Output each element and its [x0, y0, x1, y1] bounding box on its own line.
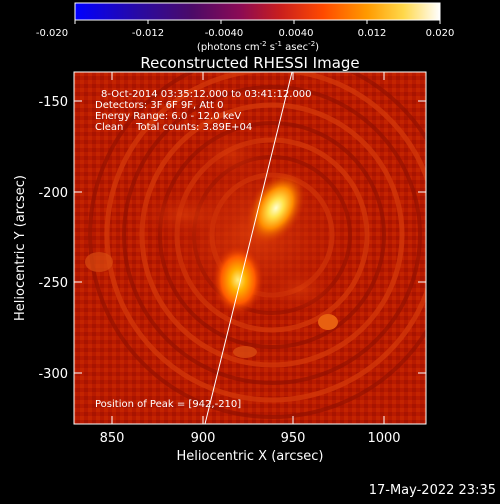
y-tick-label: -250	[38, 276, 68, 291]
y-axis-ticks	[74, 100, 426, 374]
x-tick-label: 1000	[367, 431, 400, 446]
colorbar	[74, 2, 441, 21]
colorbar-tick-label: -0.0040	[205, 28, 244, 39]
colorbar-tick-label: 0.020	[426, 28, 455, 39]
x-tick-label: 950	[281, 431, 306, 446]
colorbar-tick-label: 0.0040	[279, 28, 314, 39]
colorbar-tick-label: -0.020	[36, 28, 68, 39]
rhessi-image	[74, 72, 426, 424]
date-stamp: 17-May-2022 23:35	[369, 483, 496, 498]
y-tick-label: -200	[38, 186, 68, 201]
info-detectors: Detectors: 3F 6F 9F, Att 0	[95, 100, 223, 111]
x-tick-label: 900	[191, 431, 216, 446]
info-time-range: 8-Oct-2014 03:35:12.000 to 03:41:12.000	[101, 89, 312, 100]
info-total-counts: Clean Total counts: 3.89E+04	[95, 122, 252, 133]
plot-title: Reconstructed RHESSI Image	[140, 54, 359, 72]
colorbar-unit-label: (photons cm-2 s-1 asec-2)	[197, 40, 319, 53]
x-axis-ticks	[111, 72, 385, 424]
x-tick-label: 850	[100, 431, 125, 446]
colorbar-ticks	[74, 20, 441, 24]
colorbar-tick-label: -0.012	[132, 28, 164, 39]
primary-source	[245, 171, 307, 245]
peak-position-label: Position of Peak = [942,-210]	[95, 399, 241, 410]
y-tick-label: -150	[38, 95, 68, 110]
plot-frame	[73, 71, 427, 425]
x-axis-label: Heliocentric X (arcsec)	[177, 449, 324, 464]
secondary-source	[212, 244, 264, 316]
info-energy-range: Energy Range: 6.0 - 12.0 keV	[95, 111, 241, 122]
colorbar-tick-label: 0.012	[358, 28, 387, 39]
solar-limb-line	[204, 71, 293, 425]
y-tick-label: -300	[38, 367, 68, 382]
y-axis-label: Heliocentric Y (arcsec)	[13, 175, 28, 321]
